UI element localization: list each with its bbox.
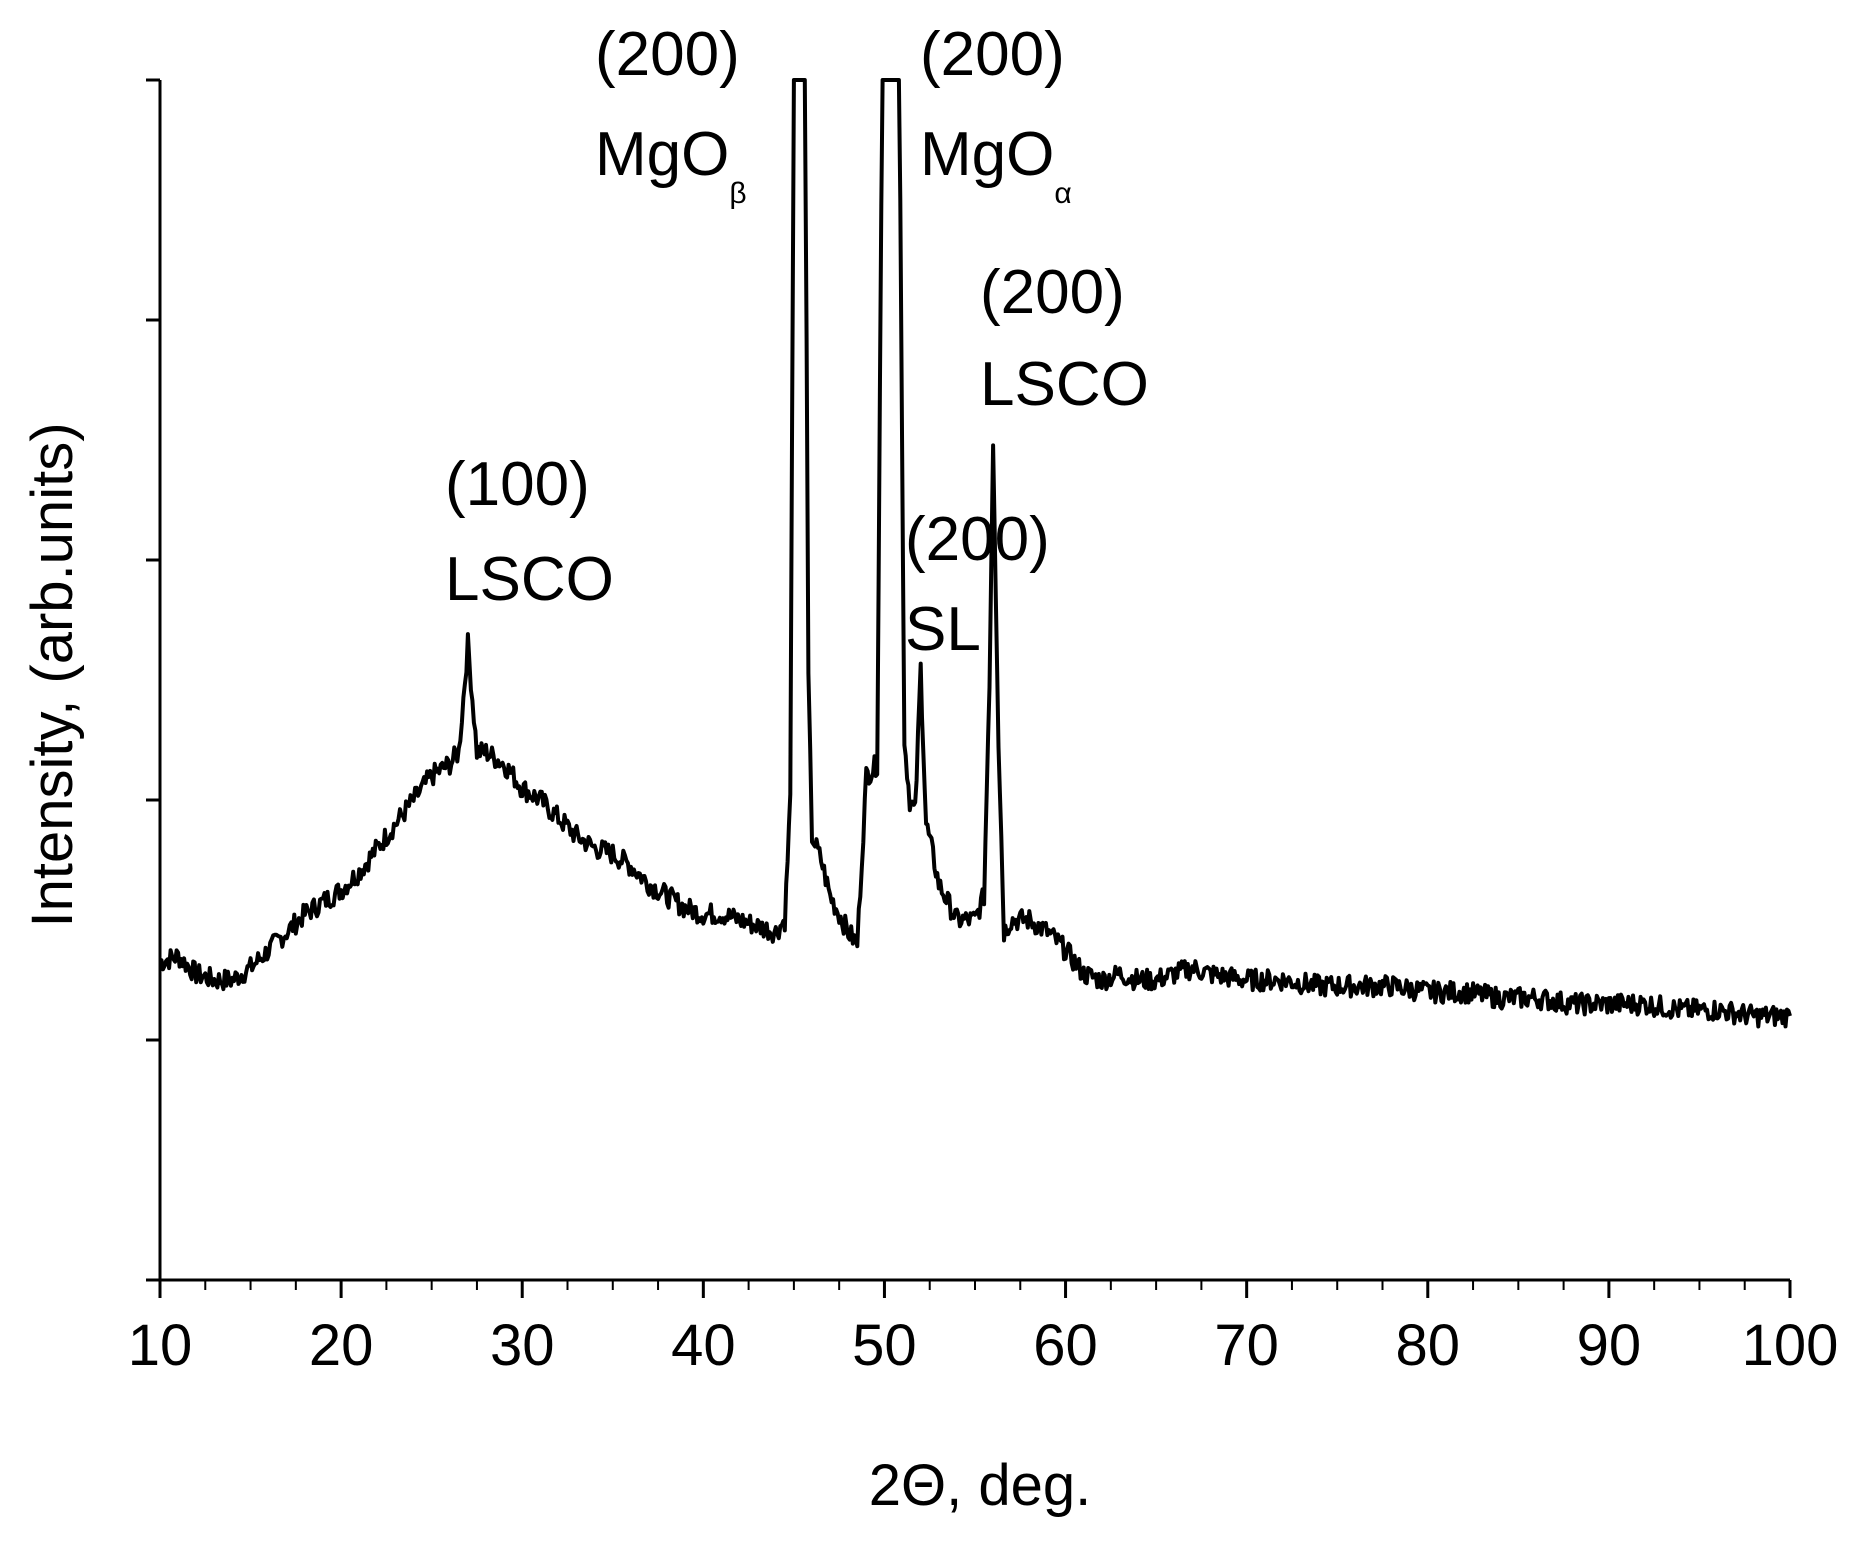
x-tick-label: 40 bbox=[671, 1313, 736, 1378]
annotation-200-sl-label: SL bbox=[905, 595, 981, 664]
annotation-100-lsco-index: (100) bbox=[445, 450, 590, 519]
annotation-200-sl-index: (200) bbox=[905, 505, 1050, 574]
annotation-200-mgo-alpha-label: MgOα bbox=[920, 120, 1072, 210]
annotation-200-mgo-beta-subscript: β bbox=[729, 177, 746, 210]
annotation-200-mgo-beta-label: MgOβ bbox=[595, 120, 747, 210]
ticks bbox=[146, 78, 1792, 1298]
annotation-200-mgo-beta-index: (200) bbox=[595, 20, 740, 89]
annotation-200-mgo-beta: (200) MgOβ bbox=[595, 20, 747, 210]
x-tick-label: 30 bbox=[490, 1313, 555, 1378]
intensity-line bbox=[158, 78, 1792, 1029]
annotation-200-lsco: (200) LSCO bbox=[980, 258, 1149, 419]
x-axis-title: 2Θ, deg. bbox=[869, 1453, 1091, 1518]
x-tick-label: 90 bbox=[1577, 1313, 1642, 1378]
x-tick-label: 80 bbox=[1396, 1313, 1461, 1378]
annotation-200-mgo-alpha-label-main: MgO bbox=[920, 120, 1054, 189]
x-tick-label: 60 bbox=[1033, 1313, 1098, 1378]
annotation-100-lsco-label: LSCO bbox=[445, 545, 614, 614]
annotation-200-lsco-index: (200) bbox=[980, 258, 1125, 327]
annotation-200-lsco-label: LSCO bbox=[980, 350, 1149, 419]
plot-area bbox=[158, 78, 1792, 1029]
tick-labels: 10 20 30 40 50 60 70 80 90 100 bbox=[128, 1313, 1839, 1378]
annotation-200-mgo-beta-label-main: MgO bbox=[595, 120, 729, 189]
annotation-100-lsco: (100) LSCO bbox=[445, 450, 614, 614]
annotation-200-mgo-alpha-subscript: α bbox=[1054, 177, 1071, 210]
axes bbox=[158, 80, 1790, 1282]
x-tick-label: 100 bbox=[1742, 1313, 1839, 1378]
x-tick-label: 10 bbox=[128, 1313, 193, 1378]
annotation-200-mgo-alpha-index: (200) bbox=[920, 20, 1065, 89]
peak-annotations: (100) LSCO (200) MgOβ (200) MgOα (200) L… bbox=[445, 20, 1149, 664]
x-tick-label: 20 bbox=[309, 1313, 374, 1378]
annotation-200-sl: (200) SL bbox=[905, 505, 1050, 664]
y-axis-title: Intensity, (arb.units) bbox=[20, 422, 85, 927]
x-tick-label: 50 bbox=[852, 1313, 917, 1378]
annotation-200-mgo-alpha: (200) MgOα bbox=[920, 20, 1072, 210]
x-tick-label: 70 bbox=[1214, 1313, 1279, 1378]
